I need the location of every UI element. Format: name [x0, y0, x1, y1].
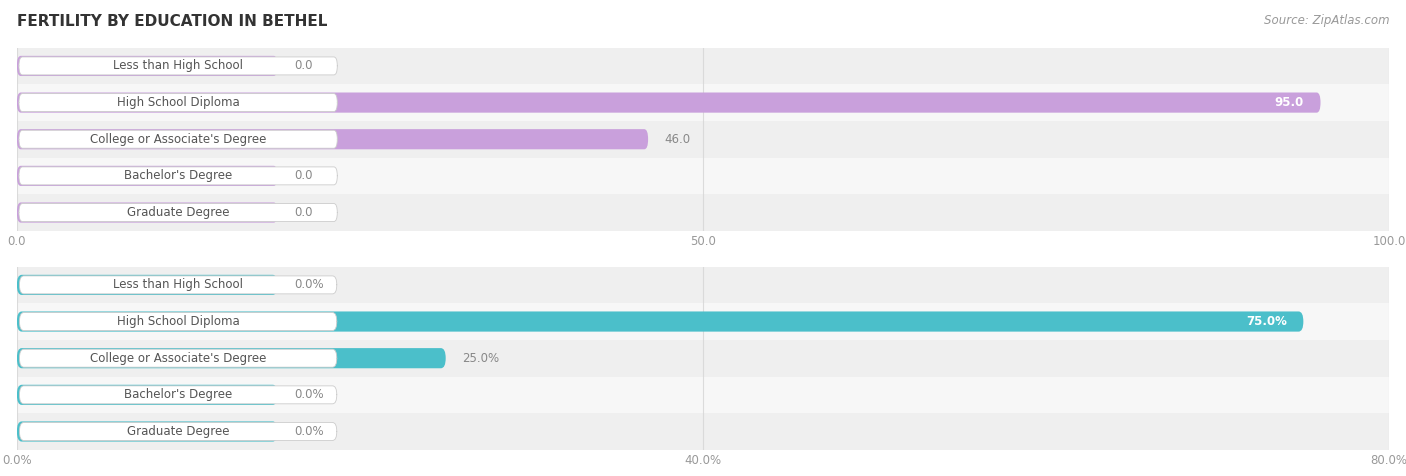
FancyBboxPatch shape [17, 202, 277, 223]
Text: Less than High School: Less than High School [112, 60, 243, 72]
FancyBboxPatch shape [17, 385, 277, 405]
FancyBboxPatch shape [20, 423, 337, 440]
FancyBboxPatch shape [18, 167, 337, 185]
Text: Bachelor's Degree: Bachelor's Degree [124, 388, 232, 401]
FancyBboxPatch shape [20, 313, 337, 330]
Bar [17, 158, 1389, 194]
Text: Less than High School: Less than High School [112, 278, 243, 291]
FancyBboxPatch shape [17, 421, 277, 442]
FancyBboxPatch shape [17, 275, 277, 295]
FancyBboxPatch shape [17, 348, 446, 368]
Text: College or Associate's Degree: College or Associate's Degree [90, 352, 266, 365]
FancyBboxPatch shape [20, 349, 337, 367]
Text: College or Associate's Degree: College or Associate's Degree [90, 133, 266, 146]
FancyBboxPatch shape [18, 204, 337, 221]
FancyBboxPatch shape [17, 166, 277, 186]
Text: 0.0%: 0.0% [294, 278, 323, 291]
Bar [17, 377, 1389, 413]
FancyBboxPatch shape [17, 56, 277, 76]
FancyBboxPatch shape [18, 94, 337, 111]
Text: 25.0%: 25.0% [463, 352, 499, 365]
Text: High School Diploma: High School Diploma [117, 315, 239, 328]
Text: FERTILITY BY EDUCATION IN BETHEL: FERTILITY BY EDUCATION IN BETHEL [17, 14, 328, 30]
FancyBboxPatch shape [18, 130, 337, 148]
Bar [17, 194, 1389, 231]
Text: Bachelor's Degree: Bachelor's Degree [124, 169, 232, 182]
FancyBboxPatch shape [20, 276, 337, 294]
Text: High School Diploma: High School Diploma [117, 96, 239, 109]
Text: 46.0: 46.0 [665, 133, 690, 146]
Bar [17, 267, 1389, 303]
Text: Graduate Degree: Graduate Degree [127, 206, 229, 219]
Text: 0.0%: 0.0% [294, 388, 323, 401]
Text: 95.0: 95.0 [1275, 96, 1303, 109]
FancyBboxPatch shape [17, 129, 648, 149]
Text: 0.0: 0.0 [294, 60, 312, 72]
Text: 75.0%: 75.0% [1246, 315, 1286, 328]
Text: Graduate Degree: Graduate Degree [127, 425, 229, 438]
Bar [17, 121, 1389, 158]
Text: Source: ZipAtlas.com: Source: ZipAtlas.com [1264, 14, 1389, 27]
FancyBboxPatch shape [17, 311, 1303, 332]
Bar [17, 84, 1389, 121]
Text: 0.0: 0.0 [294, 169, 312, 182]
Text: 0.0: 0.0 [294, 206, 312, 219]
Bar [17, 340, 1389, 377]
FancyBboxPatch shape [18, 57, 337, 75]
Bar [17, 303, 1389, 340]
FancyBboxPatch shape [20, 386, 337, 404]
Bar [17, 413, 1389, 450]
FancyBboxPatch shape [17, 92, 1320, 113]
Text: 0.0%: 0.0% [294, 425, 323, 438]
Bar [17, 48, 1389, 84]
